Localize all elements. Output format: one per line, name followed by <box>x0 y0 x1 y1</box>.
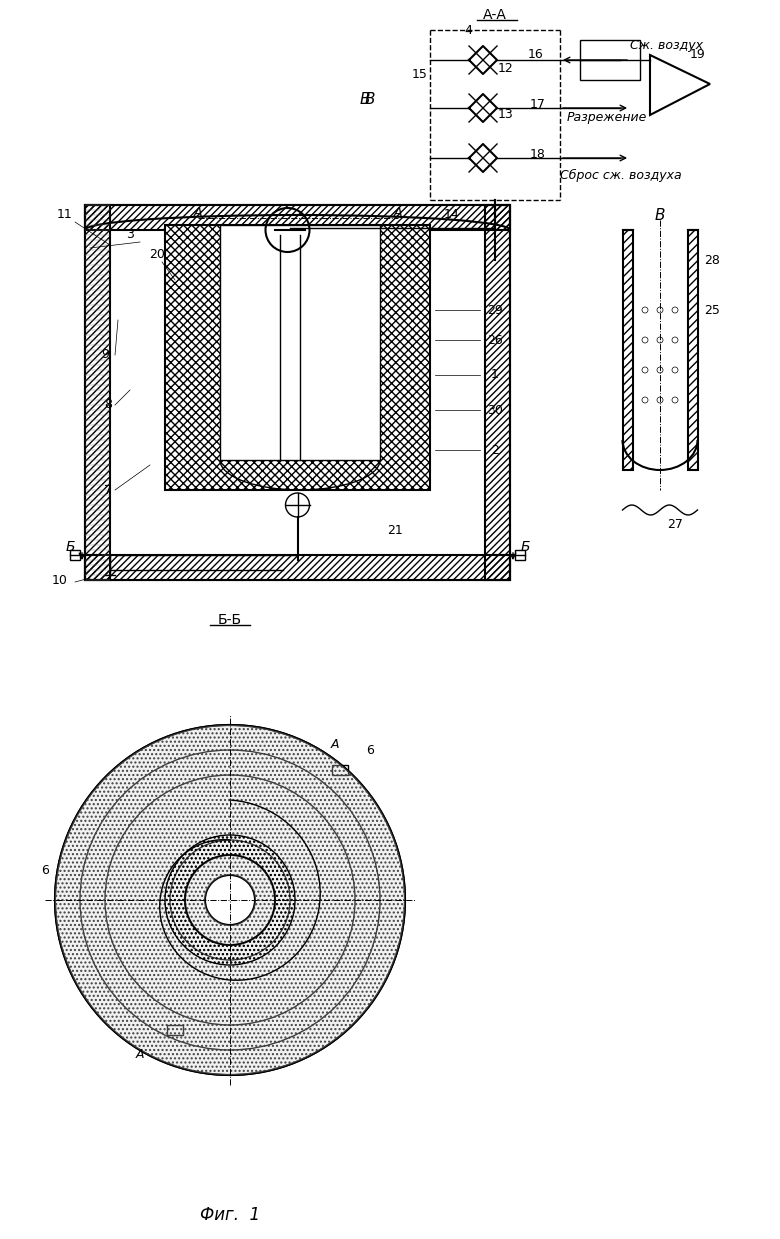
Text: Сброс сж. воздуха: Сброс сж. воздуха <box>560 169 682 182</box>
Text: 9: 9 <box>101 348 109 362</box>
Bar <box>687 230 697 470</box>
Bar <box>85 555 510 580</box>
Text: 15: 15 <box>412 68 428 82</box>
Text: А-А: А-А <box>483 7 507 22</box>
Text: 1: 1 <box>491 368 499 382</box>
Bar <box>85 204 110 580</box>
Text: Б: Б <box>520 540 530 554</box>
Bar <box>165 225 430 489</box>
Text: 13: 13 <box>498 109 514 121</box>
Text: 30: 30 <box>487 404 503 416</box>
Bar <box>580 40 640 81</box>
Polygon shape <box>650 55 710 115</box>
Bar <box>167 1025 183 1035</box>
Text: 29: 29 <box>488 304 503 316</box>
Text: 28: 28 <box>704 254 721 266</box>
Bar <box>220 225 380 460</box>
Text: Разрежение: Разрежение <box>567 112 647 124</box>
Text: 7: 7 <box>104 483 112 497</box>
Bar <box>485 204 510 580</box>
Text: 8: 8 <box>104 399 112 411</box>
Text: 2: 2 <box>491 444 499 456</box>
Text: В: В <box>365 93 375 108</box>
Text: 4: 4 <box>464 24 472 36</box>
Text: 26: 26 <box>488 333 503 347</box>
Text: 6: 6 <box>41 864 49 876</box>
Text: 12: 12 <box>498 62 514 74</box>
Bar <box>70 550 80 560</box>
Text: А: А <box>393 206 402 218</box>
Text: Сж. воздух: Сж. воздух <box>630 38 703 52</box>
Text: 27: 27 <box>667 518 683 532</box>
Text: 25: 25 <box>704 304 721 316</box>
Text: Б: Б <box>66 540 75 554</box>
Text: 11: 11 <box>57 208 73 222</box>
Bar <box>515 550 525 560</box>
Text: А: А <box>331 738 339 752</box>
Text: 21: 21 <box>387 524 403 536</box>
Text: 3: 3 <box>126 228 134 242</box>
Text: Б-Б: Б-Б <box>218 613 242 627</box>
Text: А: А <box>136 1048 144 1062</box>
Text: 16: 16 <box>528 48 544 62</box>
Text: 20: 20 <box>149 249 165 261</box>
Bar <box>85 204 510 580</box>
Text: 17: 17 <box>530 98 546 112</box>
Text: 10: 10 <box>52 574 68 586</box>
Text: 18: 18 <box>530 149 546 161</box>
Bar <box>85 204 510 230</box>
Text: 14: 14 <box>444 208 460 222</box>
Text: А: А <box>193 206 202 218</box>
Text: Фиг.  1: Фиг. 1 <box>200 1206 260 1224</box>
Text: В: В <box>654 207 665 223</box>
Text: 19: 19 <box>690 48 706 62</box>
Text: В: В <box>360 93 370 108</box>
Bar <box>332 764 348 776</box>
Text: 6: 6 <box>366 743 374 757</box>
Bar <box>165 225 430 489</box>
Bar <box>622 230 633 470</box>
